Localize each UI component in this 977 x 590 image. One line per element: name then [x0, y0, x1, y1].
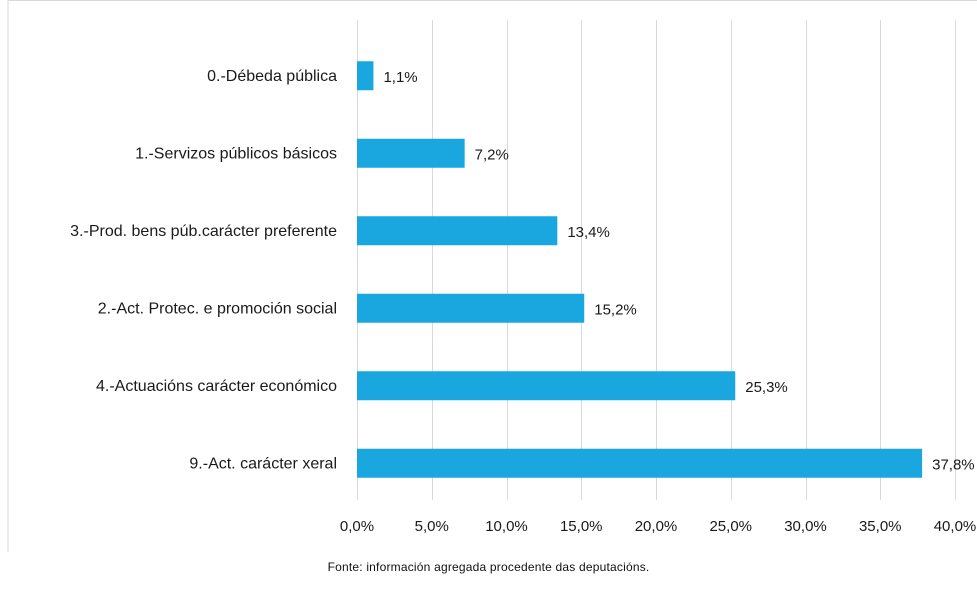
bar-1	[357, 138, 465, 168]
x-tick-label-8: 40,0%	[934, 518, 977, 535]
category-label-2: 3.-Prod. bens púb.carácter preferente	[70, 223, 337, 240]
x-tick-label-7: 35,0%	[859, 518, 902, 535]
data-label-2: 13,4%	[567, 224, 610, 241]
x-tick-label-1: 5,0%	[415, 518, 449, 535]
category-label-3: 2.-Act. Protec. e promoción social	[98, 300, 337, 317]
category-label-1: 1.-Servizos públicos básicos	[135, 145, 337, 162]
x-tick-label-2: 10,0%	[485, 518, 528, 535]
x-tick-label-6: 30,0%	[784, 518, 827, 535]
category-label-0: 0.-Débeda pública	[207, 68, 337, 85]
data-label-5: 37,8%	[932, 456, 975, 473]
x-tick-label-5: 25,0%	[709, 518, 752, 535]
source-note: Fonte: información agregada procedente d…	[327, 560, 650, 574]
x-tick-label-0: 0,0%	[340, 518, 374, 535]
gridlines	[357, 20, 956, 500]
category-labels: 0.-Débeda pública 1.-Servizos públicos bá…	[70, 68, 337, 473]
data-label-1: 7,2%	[475, 146, 509, 163]
data-label-3: 15,2%	[594, 301, 637, 318]
bar-3	[357, 293, 585, 323]
bar-5	[357, 448, 923, 478]
x-tick-labels: 0,0% 5,0% 10,0% 15,0% 20,0% 25,0% 30,0% 35,0% 40…	[340, 518, 976, 535]
x-tick-label-3: 15,0%	[560, 518, 603, 535]
category-label-5: 9.-Act. carácter xeral	[189, 455, 337, 472]
bars	[357, 61, 923, 478]
x-tick-label-4: 20,0%	[635, 518, 678, 535]
bar-4	[357, 371, 736, 401]
bar-0	[357, 61, 374, 91]
data-labels: 1,1% 7,2% 13,4% 15,2% 25,3% 37,8%	[383, 69, 974, 474]
category-label-4: 4.-Actuacións carácter económico	[96, 378, 337, 395]
data-label-4: 25,3%	[745, 379, 788, 396]
bar-2	[357, 216, 558, 246]
data-label-0: 1,1%	[383, 69, 417, 86]
